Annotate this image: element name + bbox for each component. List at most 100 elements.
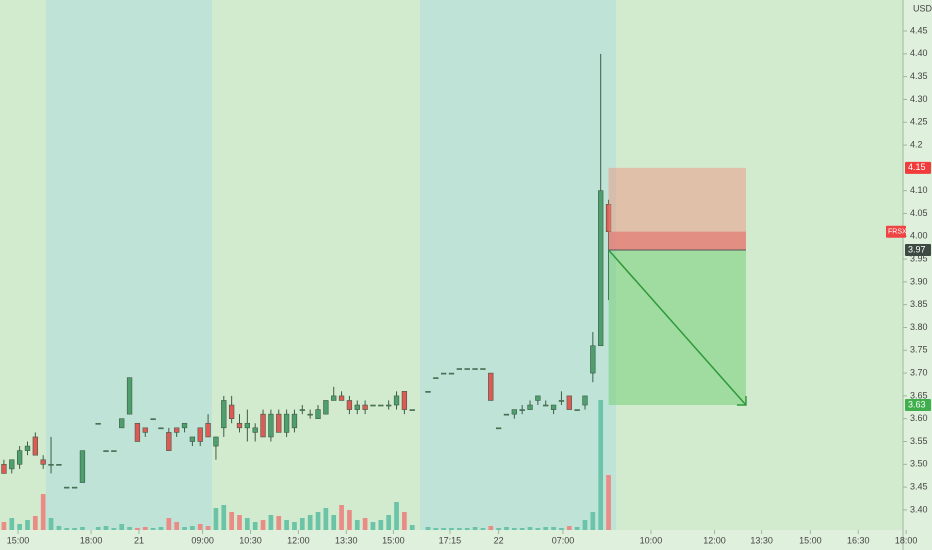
candle-body [32,436,38,456]
y-tick-label: 3.70 [910,367,928,377]
candle-body [228,404,235,420]
candle-body [472,368,478,370]
candle-body [158,427,164,430]
candle-body [126,377,133,415]
y-tick-label: 3.60 [910,413,928,423]
candle-body [448,372,455,375]
volume-bar [511,528,517,530]
candle-body [535,395,541,401]
volume-bar [150,528,156,530]
volume-bar [25,520,30,530]
volume-bar [72,528,77,530]
candle-body [433,377,439,379]
volume-bar [551,527,556,530]
candle-body [95,422,101,425]
volume-bar [354,520,360,530]
candle-body [166,432,172,451]
x-tick-label: 21 [134,535,144,545]
y-tick-label: 4.00 [910,231,928,241]
candle-body [56,464,62,466]
volume-bar [229,512,234,530]
volume-bar [111,528,117,530]
candle-body [338,395,345,401]
volume-bar [590,512,596,530]
x-tick-label: 12:00 [287,535,310,545]
volume-bar [158,527,164,530]
y-tick-label: 4.45 [910,25,928,35]
x-tick-label: 16:30 [847,535,870,545]
volume-bar [174,522,180,530]
volume-bar [488,526,494,530]
volume-bar [205,526,211,530]
candle-body [582,395,588,406]
candle-body [346,400,353,410]
volume-bar [480,528,486,530]
y-tick-label: 3.75 [910,345,928,355]
candle-body [283,413,290,433]
candle-body [393,395,400,406]
x-tick-label: 22 [494,535,504,545]
y-tick-label: 3.65 [910,390,928,400]
volume-bar [606,475,611,530]
volume-bar [386,515,392,530]
volume-bar [449,528,454,530]
volume-bar [519,528,525,530]
session-band [46,0,212,530]
candle-body [205,422,211,438]
candle-body [291,413,298,429]
volume-bar [566,526,572,530]
y-tick-label: 4.10 [910,185,928,195]
x-tick-label: 07:00 [552,535,575,545]
volume-bar [197,524,203,530]
volume-bar [221,505,227,530]
loss-band [608,231,746,250]
candle-body [111,450,117,452]
x-tick-label: 17:15 [439,535,462,545]
arrow-head [736,396,747,406]
volume-bar [307,515,313,530]
volume-bar [103,526,109,530]
volume-bar [496,528,501,530]
volume-bar [402,512,407,530]
candle-body [456,368,463,370]
x-tick-label: 15:00 [382,535,405,545]
candle-body [527,404,533,410]
candle-body [425,391,431,393]
candle-body [181,422,188,429]
volume-bar [40,494,46,530]
y-tick-label: 3.90 [910,276,928,286]
candle-body [511,409,517,415]
candle-body [236,422,243,429]
volume-bar [394,502,399,530]
volume-bar [284,520,289,530]
volume-bar [119,524,125,530]
price-tag [905,161,931,174]
volume-bar [32,516,38,530]
candle-body [189,436,196,442]
x-tick-label: 12:00 [703,535,726,545]
y-tick-label: 3.55 [910,436,928,446]
candle-body [323,400,329,415]
y-tick-label: 4.40 [910,48,928,58]
y-tick-label: 3.40 [910,504,928,514]
volume-bar [80,527,85,530]
volume-bar [582,520,588,530]
y-tick-label: 4.05 [910,208,928,218]
candle-body [574,409,580,411]
candle-body [440,372,447,375]
volume-bar [598,400,604,530]
volume-bar [299,518,305,530]
y-tick-label: 4.25 [910,117,928,127]
candle-body [480,368,486,370]
x-tick-label: 15:00 [7,535,30,545]
candle-body [268,413,274,438]
candle-body [590,345,596,374]
x-tick-label: 10:00 [640,535,663,545]
volume-bar [378,520,384,530]
volume-bar [1,522,7,530]
x-tick-label: 18:00 [80,535,103,545]
y-tick-label: 3.85 [910,299,928,309]
candle-body [260,413,266,438]
candle-body [9,459,15,470]
candle-body [24,445,31,451]
